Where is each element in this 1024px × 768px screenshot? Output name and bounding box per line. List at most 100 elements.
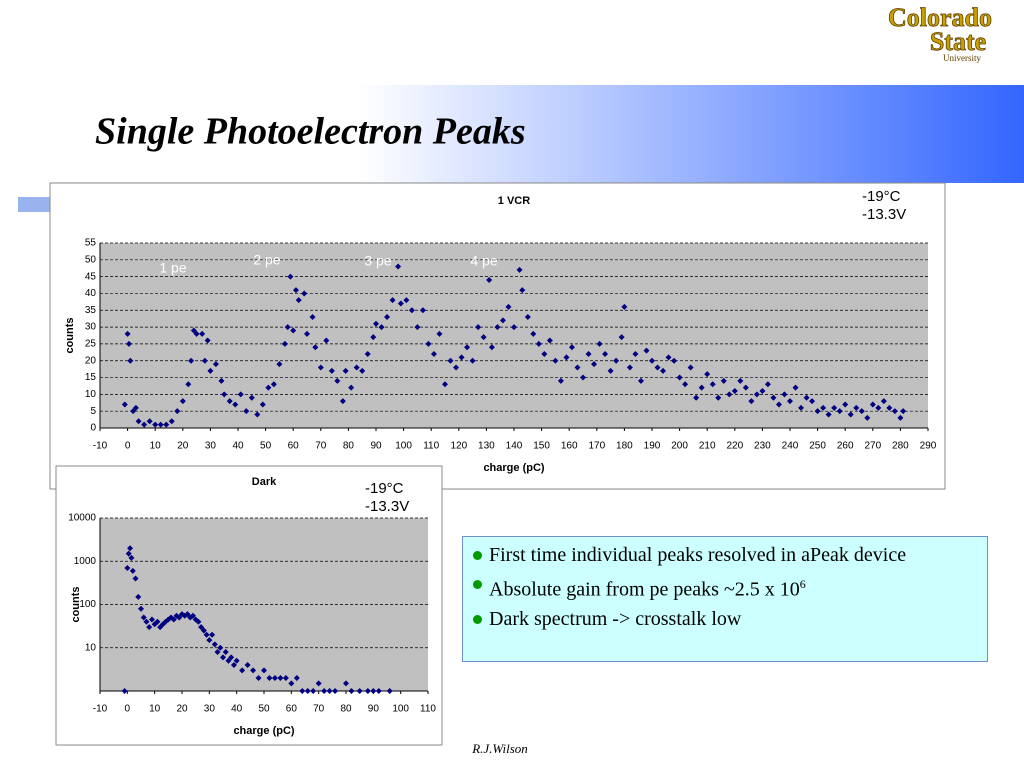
point: [271, 674, 278, 681]
point: [288, 680, 295, 687]
point: [389, 297, 396, 304]
point: [891, 408, 898, 415]
point: [295, 297, 302, 304]
point: [127, 545, 134, 552]
point: [328, 367, 335, 374]
point: [469, 357, 476, 364]
point: [742, 384, 749, 391]
point: [370, 334, 377, 341]
point: [254, 411, 261, 418]
point: [397, 300, 404, 307]
annotation: 4 pe: [470, 253, 497, 269]
point: [364, 351, 371, 357]
point: [176, 614, 183, 621]
point: [239, 667, 246, 674]
point: [764, 381, 771, 388]
point: [353, 364, 360, 371]
point: [378, 324, 385, 331]
point: [222, 648, 229, 655]
y-tick-label: 100: [79, 599, 96, 610]
point: [206, 637, 213, 644]
point: [798, 404, 805, 411]
point: [124, 564, 131, 571]
point: [436, 330, 443, 337]
point: [480, 334, 487, 341]
point: [310, 688, 317, 694]
point: [591, 361, 598, 368]
point: [185, 381, 192, 388]
point: [720, 377, 727, 384]
x-tick-label: 50: [260, 441, 272, 452]
point: [138, 605, 144, 612]
x-tick-label: 80: [340, 704, 352, 715]
point: [414, 324, 421, 331]
condition: -19°C: [862, 188, 901, 205]
point: [200, 627, 207, 634]
point: [563, 354, 570, 361]
x-tick-label: 80: [343, 441, 355, 452]
point: [146, 624, 153, 631]
point: [141, 421, 148, 428]
point: [243, 408, 250, 415]
y-tick-label: 10: [85, 642, 97, 653]
x-axis-label: charge (pC): [233, 725, 294, 737]
point: [163, 421, 170, 428]
point: [475, 324, 482, 331]
point: [124, 330, 131, 337]
title-band: [0, 85, 1024, 183]
point: [195, 618, 202, 625]
point: [731, 388, 738, 394]
point: [519, 287, 526, 294]
point: [332, 688, 339, 694]
point: [198, 624, 205, 631]
point: [121, 401, 128, 408]
point: [516, 266, 523, 273]
bullet-text: First time individual peaks resolved in …: [489, 544, 907, 566]
x-tick-label: 200: [671, 441, 688, 452]
x-tick-label: 110: [423, 441, 439, 452]
y-tick-label: 0: [90, 423, 96, 434]
point: [348, 688, 355, 694]
x-tick-label: 60: [286, 704, 298, 715]
point: [820, 404, 827, 411]
condition: -13.3V: [862, 206, 906, 223]
point: [232, 401, 239, 408]
y-tick-label: 15: [85, 372, 97, 383]
point: [199, 330, 206, 337]
point: [230, 661, 237, 668]
point: [127, 357, 134, 364]
bullet-box: First time individual peaks resolved in …: [462, 536, 988, 662]
point: [270, 381, 277, 388]
point: [825, 411, 832, 418]
point: [304, 330, 310, 337]
x-tick-label: 160: [561, 441, 578, 452]
point: [334, 377, 341, 384]
annotation: 3 pe: [364, 253, 391, 269]
point: [323, 337, 330, 344]
x-tick-label: 210: [699, 441, 716, 452]
point: [759, 388, 766, 394]
point: [602, 351, 609, 357]
point: [511, 324, 517, 331]
point: [193, 330, 200, 337]
x-tick-label: 70: [315, 441, 327, 452]
point: [228, 654, 235, 661]
point: [660, 367, 667, 374]
point: [505, 303, 512, 310]
point: [179, 398, 186, 405]
x-tick-label: 110: [420, 704, 436, 715]
point: [541, 351, 548, 357]
point: [643, 347, 650, 354]
point: [220, 654, 226, 661]
point: [486, 277, 493, 283]
point: [704, 371, 711, 378]
annotation: 1 pe: [159, 260, 186, 276]
point: [430, 351, 437, 357]
point: [265, 384, 272, 391]
point: [168, 418, 175, 425]
y-tick-label: 10000: [68, 513, 96, 524]
y-axis-label: counts: [70, 586, 82, 622]
point: [494, 324, 501, 331]
point: [203, 631, 210, 638]
